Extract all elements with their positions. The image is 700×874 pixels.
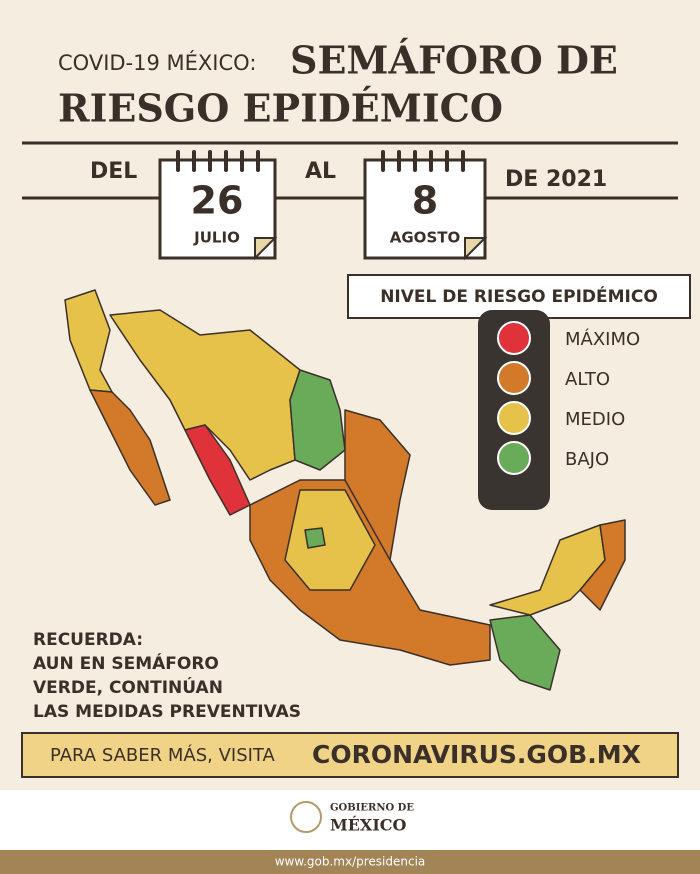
light: [497, 321, 531, 355]
banner: [21, 732, 679, 778]
background: [0, 0, 700, 790]
legend: MÁXIMO ALTO MEDIO BAJO: [497, 321, 640, 475]
calendar: 26 JULIO: [158, 150, 278, 261]
start-month: JULIO: [193, 229, 240, 247]
reminder-title: RECUERDA:: [33, 630, 143, 650]
state: [89, 389, 171, 506]
state: [284, 489, 376, 591]
end-month: AGOSTO: [390, 229, 460, 247]
legend-label: MEDIO: [565, 409, 625, 430]
state: [289, 369, 346, 471]
legend-title: NIVEL DE RIESGO EPIDÉMICO: [380, 285, 658, 307]
logo-line1: GOBIERNO DE: [330, 803, 414, 814]
footer-bar: [0, 850, 700, 874]
legend-label: MÁXIMO: [565, 328, 640, 350]
reminder-line: AUN EN SEMÁFORO: [33, 652, 219, 674]
end-day: 8: [412, 179, 438, 223]
calendar: 8 AGOSTO: [363, 150, 488, 261]
date-from: DEL: [90, 159, 137, 184]
state: [109, 309, 301, 481]
footer-url[interactable]: www.gob.mx/presidencia: [275, 855, 426, 869]
logo-emblem: [290, 801, 322, 833]
light: [497, 361, 531, 395]
state: [64, 289, 113, 393]
legend-label: ALTO: [565, 369, 610, 390]
logo-line2: MÉXICO: [330, 815, 407, 835]
light: [497, 441, 531, 475]
date-year: DE 2021: [505, 167, 607, 192]
title-prefix: COVID-19 MÉXICO:: [58, 50, 256, 75]
state: [579, 519, 626, 611]
light: [497, 401, 531, 435]
date-to: AL: [305, 159, 336, 184]
state: [304, 527, 326, 549]
title-line1: SEMÁFORO DE: [290, 38, 618, 83]
title-line2: RIESGO EPIDÉMICO: [58, 86, 503, 131]
banner-text: PARA SABER MÁS, VISITA: [50, 744, 276, 766]
start-day: 26: [191, 179, 244, 223]
banner-link[interactable]: CORONAVIRUS.GOB.MX: [312, 740, 641, 769]
reminder-line: LAS MEDIDAS PREVENTIVAS: [33, 702, 301, 722]
reminder-line: VERDE, CONTINÚAN: [33, 676, 223, 698]
legend-label: BAJO: [565, 449, 609, 470]
map: [64, 289, 626, 691]
